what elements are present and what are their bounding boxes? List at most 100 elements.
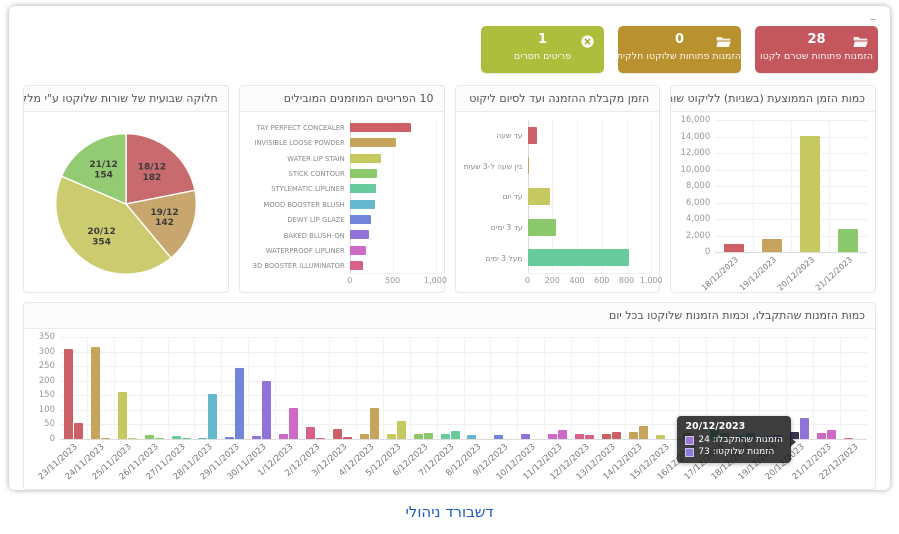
bar-DEWY LIP GLAZE[interactable] — [349, 214, 372, 224]
pie-slice-21/12[interactable] — [60, 132, 127, 206]
bar-29/11/2023-s0[interactable] — [225, 436, 235, 439]
plot-area[interactable] — [527, 120, 653, 274]
bar-בין שעה ל-3 שעות[interactable] — [527, 157, 530, 175]
order-to-pick-duration-chart[interactable]: עד שעה בין שעה ל-3 שעות עד יום עד 3 ימים מעל… — [456, 112, 663, 292]
bar-14/12/2023-s1[interactable] — [638, 425, 648, 439]
bar-WATERPROOF LIPLINER[interactable] — [349, 245, 367, 255]
bar-28/11/2023-s1[interactable] — [208, 394, 218, 439]
bar-10/12/2023-s0[interactable] — [521, 433, 531, 439]
bar-21/12/2023-s1[interactable] — [827, 430, 837, 439]
bar-STICK CONTOUR[interactable] — [349, 169, 377, 179]
bar-12/12/2023-s1[interactable] — [585, 434, 595, 439]
y-axis-tick-label: 4,000 — [685, 214, 711, 224]
daily-orders-chart[interactable]: 0 50 100 150 200 250 300 350 23/11/2023 24/11/202… — [24, 329, 875, 489]
bar-TAY PERFECT CONCEALER[interactable] — [349, 123, 411, 133]
bar-9/12/2023-s0[interactable] — [494, 434, 504, 439]
bar-30/11/2023-s1[interactable] — [262, 380, 272, 439]
bar-7/12/2023-s0[interactable] — [440, 434, 450, 439]
bar-21/12/2023[interactable] — [838, 228, 859, 252]
bar-עד יום[interactable] — [527, 188, 551, 205]
bar-29/11/2023-s1[interactable] — [235, 367, 245, 439]
bar-2/12/2023-s1[interactable] — [316, 438, 326, 439]
kpi-card-missing-items[interactable]: 1 פריטים חסרים — [481, 26, 604, 73]
pie-slice-19/12[interactable] — [124, 189, 197, 259]
gridline-v — [626, 120, 628, 273]
plot-area[interactable] — [349, 120, 437, 274]
gridline-v — [732, 337, 734, 439]
bar-27/11/2023-s1[interactable] — [181, 437, 191, 439]
bar-23/11/2023-s1[interactable] — [73, 422, 83, 439]
minimize-control[interactable]: – — [870, 12, 876, 26]
kpi-card-open-orders-not-picked[interactable]: 28 הזמנות פתוחות שטרם לקטו — [755, 26, 878, 73]
open-folder-icon — [716, 33, 731, 52]
bar-26/11/2023-s1[interactable] — [154, 437, 164, 439]
bar-20/12/2023[interactable] — [800, 135, 821, 252]
bar-24/11/2023-s1[interactable] — [100, 438, 110, 439]
weekly-split-pie-chart[interactable]: 18/12 182 19/12 142 20/12 354 21/12 154 — [24, 112, 228, 292]
bar-עד 3 ימים[interactable] — [527, 218, 556, 236]
bar-20/12/2023-s0[interactable] — [790, 432, 800, 439]
bar-8/12/2023-s0[interactable] — [467, 435, 477, 439]
gridline-v — [840, 337, 842, 439]
bar-25/11/2023-s1[interactable] — [127, 438, 137, 439]
bar-11/12/2023-s1[interactable] — [558, 430, 568, 439]
bar-WATER LIP STAIN[interactable] — [349, 153, 381, 163]
bar-3D BOOSTER ILLUMINATOR[interactable] — [349, 260, 363, 270]
kpi-card-open-orders-partially-picked[interactable]: 0 הזמנות פתוחות שלוקטו חלקית — [617, 26, 741, 73]
bar-עד שעה[interactable] — [527, 126, 538, 144]
panel-title: 10 הפריטים המוזמנים המובילים — [239, 86, 444, 112]
x-axis-tick-label: 400 — [569, 276, 585, 285]
bar-13/12/2023-s1[interactable] — [611, 432, 621, 439]
bar-19/12/2023[interactable] — [762, 238, 783, 252]
bar-1/12/2023-s0[interactable] — [279, 433, 289, 439]
bar-18/12/2023[interactable] — [724, 243, 745, 252]
pie-slice-18/12[interactable] — [125, 132, 196, 205]
bar-BAKED BLUSH-ON[interactable] — [349, 230, 370, 240]
category-axis: עד שעה בין שעה ל-3 שעות עד יום עד 3 ימים מעל… — [464, 120, 528, 274]
bar-INVISIBLE LOOSE POWDER[interactable] — [349, 138, 396, 148]
bar-3/12/2023-s1[interactable] — [342, 436, 352, 439]
plot-area[interactable] — [60, 337, 867, 440]
bar-3/12/2023-s0[interactable] — [332, 428, 342, 439]
bar-MOOD BOOSTER BLUSH[interactable] — [349, 199, 376, 209]
bar-5/12/2023-s0[interactable] — [386, 433, 396, 439]
bar-21/12/2023-s0[interactable] — [817, 433, 827, 439]
y-axis-tick-label: 12,000 — [680, 148, 711, 158]
plot-area[interactable] — [715, 120, 867, 253]
x-axis: 0 200 400 600 800 1,000 — [525, 274, 663, 288]
bar-STYLEMATIC LIPLINER[interactable] — [349, 184, 376, 194]
gridline-v — [759, 337, 761, 439]
bar-7/12/2023-s1[interactable] — [450, 430, 460, 439]
top-items-chart[interactable]: TAY PERFECT CONCEALER INVISIBLE LOOSE POW… — [240, 112, 447, 292]
bar-13/12/2023-s0[interactable] — [601, 433, 611, 439]
x-axis-tick-label: 800 — [618, 276, 635, 285]
bar-20/12/2023-s1[interactable] — [800, 417, 810, 439]
tooltip-swatch — [685, 447, 695, 457]
bar-25/11/2023-s0[interactable] — [117, 391, 127, 439]
bar-14/12/2023-s0[interactable] — [628, 431, 638, 439]
category-label: MOOD BOOSTER BLUSH — [263, 200, 345, 209]
pie-slice-20/12[interactable] — [54, 175, 172, 275]
bar-2/12/2023-s0[interactable] — [306, 427, 316, 439]
bar-26/11/2023-s0[interactable] — [144, 434, 154, 439]
bar-22/12/2023-s0[interactable] — [844, 437, 854, 439]
bar-24/11/2023-s0[interactable] — [90, 347, 100, 439]
bar-27/11/2023-s0[interactable] — [171, 436, 181, 439]
bar-4/12/2023-s1[interactable] — [369, 408, 379, 439]
bar-6/12/2023-s1[interactable] — [423, 433, 433, 439]
category-label: BAKED BLUSH-ON — [283, 231, 345, 240]
x-axis-tick-label: 21/12/2023 — [813, 255, 855, 293]
bar-15/12/2023-s0[interactable] — [655, 434, 665, 439]
bar-4/12/2023-s0[interactable] — [359, 434, 369, 439]
bar-28/11/2023-s0[interactable] — [198, 437, 208, 439]
y-axis-tick-label: 10,000 — [680, 164, 711, 175]
bar-1/12/2023-s1[interactable] — [289, 408, 299, 439]
bar-30/11/2023-s0[interactable] — [252, 435, 262, 439]
bar-11/12/2023-s0[interactable] — [548, 434, 558, 439]
bar-5/12/2023-s1[interactable] — [396, 420, 406, 439]
bar-23/11/2023-s0[interactable] — [63, 348, 73, 439]
bar-מעל 3 ימים[interactable] — [527, 249, 629, 267]
bar-12/12/2023-s0[interactable] — [575, 434, 585, 439]
bar-6/12/2023-s0[interactable] — [413, 434, 423, 439]
avg-pick-time-chart[interactable]: 0 2,000 4,000 6,000 8,000 10,000 12,000 14,000 1… — [671, 112, 875, 293]
